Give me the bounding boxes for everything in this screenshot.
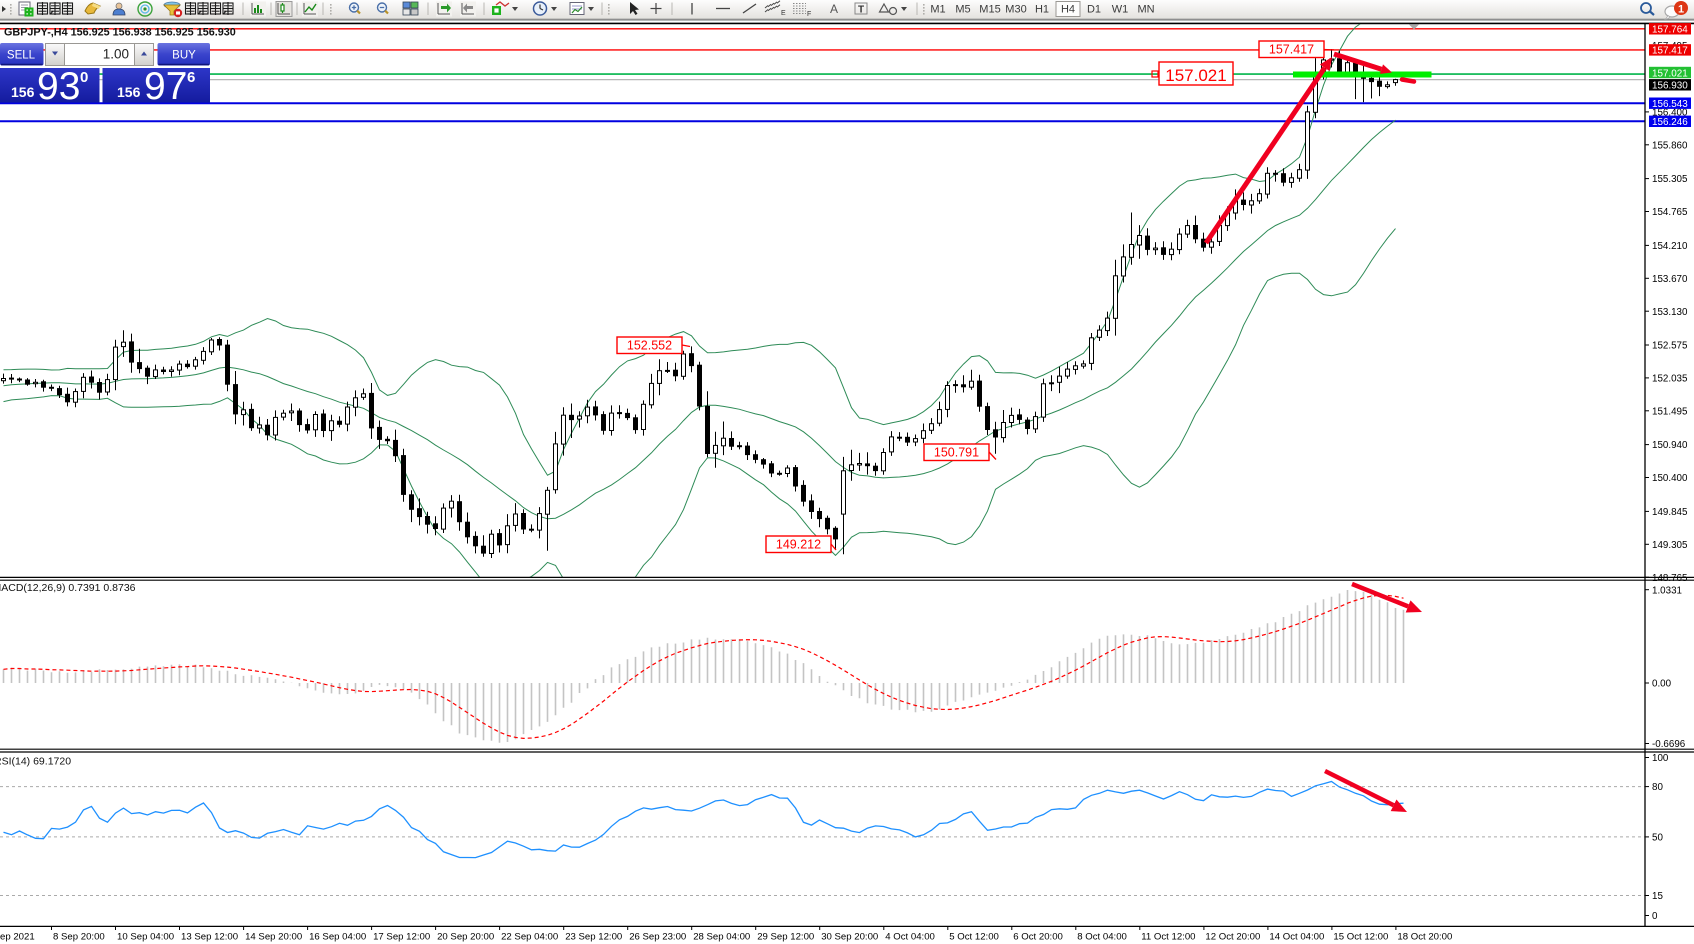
svg-text:152.575: 152.575 <box>1652 341 1688 352</box>
svg-text:W1: W1 <box>1112 4 1129 16</box>
svg-text:BUY: BUY <box>172 50 196 62</box>
svg-text:-0.6696: -0.6696 <box>1652 739 1686 750</box>
svg-text:10 Sep 04:00: 10 Sep 04:00 <box>117 932 174 943</box>
svg-text:8 Sep 20:00: 8 Sep 20:00 <box>53 932 105 943</box>
svg-text:150.400: 150.400 <box>1652 473 1688 484</box>
svg-text:0.00: 0.00 <box>1652 679 1672 690</box>
svg-text:151.495: 151.495 <box>1652 406 1688 417</box>
svg-text:148.765: 148.765 <box>1652 573 1688 584</box>
svg-text:1.00: 1.00 <box>103 47 129 62</box>
svg-text:156: 156 <box>11 84 35 100</box>
svg-text:17 Sep 12:00: 17 Sep 12:00 <box>373 932 430 943</box>
svg-text:29 Sep 12:00: 29 Sep 12:00 <box>757 932 814 943</box>
svg-text:150.940: 150.940 <box>1652 440 1688 451</box>
svg-text:14 Sep 20:00: 14 Sep 20:00 <box>245 932 302 943</box>
svg-text:18 Oct 20:00: 18 Oct 20:00 <box>1397 932 1452 943</box>
svg-text:93: 93 <box>37 65 80 108</box>
svg-text:157.764: 157.764 <box>1652 25 1688 36</box>
svg-text:15: 15 <box>1652 891 1663 902</box>
svg-text:152.552: 152.552 <box>627 339 672 353</box>
svg-text:T: T <box>858 5 864 16</box>
svg-text:26 Sep 23:00: 26 Sep 23:00 <box>629 932 686 943</box>
svg-text:156: 156 <box>117 84 141 100</box>
svg-text:152.035: 152.035 <box>1652 374 1688 385</box>
svg-text:0: 0 <box>80 69 88 86</box>
svg-text:157.417: 157.417 <box>1652 46 1688 57</box>
svg-text:5 Oct 12:00: 5 Oct 12:00 <box>949 932 999 943</box>
svg-text:157.417: 157.417 <box>1269 43 1314 57</box>
svg-text:30 Sep 20:00: 30 Sep 20:00 <box>821 932 878 943</box>
svg-text:D1: D1 <box>1087 4 1101 16</box>
svg-text:SELL: SELL <box>7 50 36 62</box>
svg-text:RSI(14) 69.1720: RSI(14) 69.1720 <box>0 756 71 768</box>
svg-text:153.670: 153.670 <box>1652 274 1688 285</box>
svg-text:155.860: 155.860 <box>1652 140 1688 151</box>
svg-text:157.021: 157.021 <box>1652 68 1688 79</box>
svg-text:154.210: 154.210 <box>1652 241 1688 252</box>
svg-text:156.543: 156.543 <box>1652 99 1688 110</box>
svg-text:28 Sep 04:00: 28 Sep 04:00 <box>693 932 750 943</box>
svg-text:12 Oct 20:00: 12 Oct 20:00 <box>1205 932 1260 943</box>
svg-text:16 Sep 04:00: 16 Sep 04:00 <box>309 932 366 943</box>
svg-text:153.130: 153.130 <box>1652 307 1688 318</box>
svg-text:14 Oct 04:00: 14 Oct 04:00 <box>1269 932 1324 943</box>
svg-text:M5: M5 <box>955 4 970 16</box>
svg-text:156.400: 156.400 <box>1652 108 1688 119</box>
svg-text:A: A <box>830 2 838 16</box>
svg-text:97: 97 <box>144 65 187 108</box>
svg-text:154.765: 154.765 <box>1652 207 1688 218</box>
svg-text:6: 6 <box>187 69 195 86</box>
svg-text:155.305: 155.305 <box>1652 174 1688 185</box>
svg-text:4 Oct 04:00: 4 Oct 04:00 <box>885 932 935 943</box>
svg-text:156.930: 156.930 <box>1652 81 1688 92</box>
svg-text:8 Oct 04:00: 8 Oct 04:00 <box>1077 932 1127 943</box>
svg-text:150.791: 150.791 <box>934 446 979 460</box>
svg-text:11 Oct 12:00: 11 Oct 12:00 <box>1141 932 1195 943</box>
svg-text:0: 0 <box>1652 911 1658 922</box>
svg-text:22 Sep 04:00: 22 Sep 04:00 <box>501 932 558 943</box>
svg-text:GBPJPY-,H4 156.925 156.938 15: GBPJPY-,H4 156.925 156.938 156.925 156.9… <box>4 27 236 39</box>
svg-text:156.246: 156.246 <box>1652 117 1688 128</box>
svg-text:M30: M30 <box>1005 4 1026 16</box>
svg-text:149.845: 149.845 <box>1652 507 1688 518</box>
svg-text:13 Sep 12:00: 13 Sep 12:00 <box>181 932 238 943</box>
svg-text:50: 50 <box>1652 833 1663 844</box>
svg-text:1.0331: 1.0331 <box>1652 585 1682 596</box>
svg-text:MACD(12,26,9) 0.7391 0.8736: MACD(12,26,9) 0.7391 0.8736 <box>0 582 136 594</box>
svg-text:23 Sep 12:00: 23 Sep 12:00 <box>565 932 622 943</box>
svg-text:80: 80 <box>1652 782 1663 793</box>
svg-text:100: 100 <box>1652 753 1669 764</box>
svg-text:F: F <box>807 11 811 18</box>
svg-text:149.212: 149.212 <box>776 538 821 552</box>
svg-text:M1: M1 <box>930 4 945 16</box>
svg-text:E: E <box>781 10 786 17</box>
svg-text:157.021: 157.021 <box>1165 66 1226 85</box>
svg-text:H4: H4 <box>1061 4 1075 16</box>
svg-text:M15: M15 <box>979 4 1000 16</box>
svg-text:H1: H1 <box>1035 4 1049 16</box>
svg-text:ep 2021: ep 2021 <box>0 932 35 943</box>
svg-text:1: 1 <box>1678 3 1684 15</box>
svg-text:15 Oct 12:00: 15 Oct 12:00 <box>1333 932 1388 943</box>
svg-text:6 Oct 20:00: 6 Oct 20:00 <box>1013 932 1063 943</box>
svg-text:149.305: 149.305 <box>1652 540 1688 551</box>
svg-text:MN: MN <box>1137 4 1154 16</box>
svg-text:20 Sep 20:00: 20 Sep 20:00 <box>437 932 494 943</box>
